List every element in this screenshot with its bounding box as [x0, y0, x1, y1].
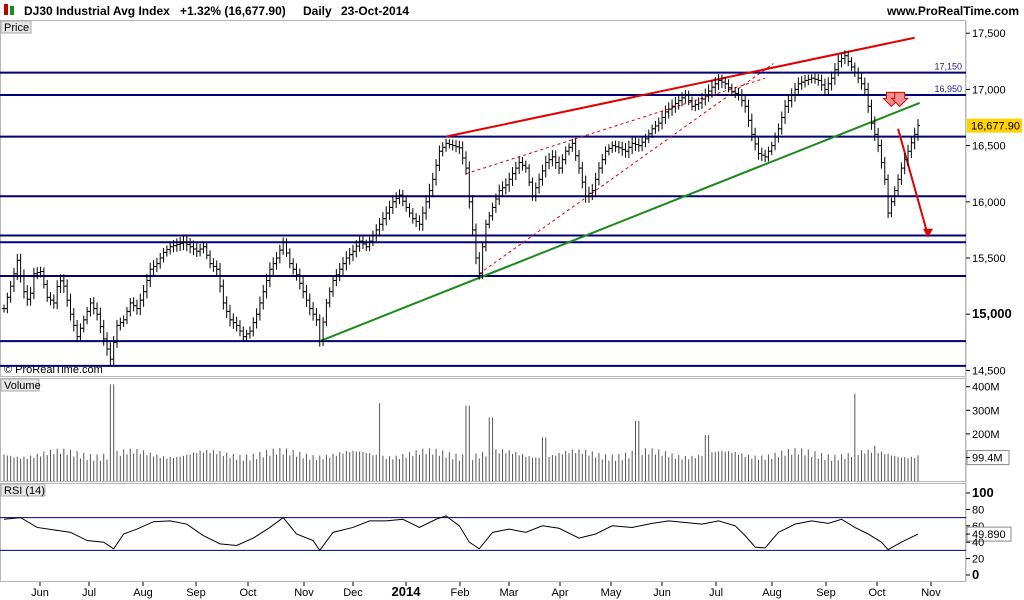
- x-tick-label-17: Nov: [921, 587, 941, 599]
- rsi-line: [3, 515, 919, 552]
- x-tick-label-4: Oct: [239, 587, 256, 599]
- chart-period: Daily: [303, 4, 332, 18]
- rsi-tick-label-5: 20: [972, 554, 984, 566]
- rsi-panel-frame: [0, 483, 966, 582]
- volume-tick-label-1: 300M: [972, 405, 1000, 417]
- price-change: +1.32% (16,677.90): [180, 4, 286, 18]
- channel-dashed-line-1: [478, 63, 774, 275]
- resistance-trendline: [445, 36, 915, 138]
- level-label-1: 16,950: [934, 84, 962, 94]
- candlestick-icon: [4, 4, 8, 15]
- volume-tick-label-0: 400M: [972, 382, 1000, 394]
- instrument-name: DJ30 Industrial Avg Index: [24, 4, 170, 18]
- x-tick-label-7: 2014: [392, 584, 422, 599]
- rsi-tick-label-1: 80: [972, 504, 984, 516]
- volume-panel-label: Volume: [4, 380, 41, 392]
- price-tick-label-2: 16,500: [972, 141, 1006, 153]
- x-tick-label-2: Aug: [133, 587, 153, 599]
- x-tick-label-1: Jul: [82, 587, 96, 599]
- x-tick-label-16: Oct: [868, 587, 885, 599]
- channel-dashed-line-2: [465, 77, 766, 175]
- price-tick-label-3: 16,000: [972, 197, 1006, 209]
- volume-panel: [3, 384, 919, 481]
- rsi-tick-label-4: 40: [972, 537, 984, 549]
- last-price-label: 16,677.90: [971, 121, 1020, 133]
- watermark: © ProRealTime.com: [4, 364, 103, 376]
- x-tick-label-0: Jun: [31, 587, 49, 599]
- volume-label-box: [0, 378, 40, 392]
- price-panel-label: Price: [4, 22, 29, 34]
- x-tick-label-10: Apr: [551, 587, 568, 599]
- candlestick-icon-2: [10, 6, 14, 15]
- price-panel: 17,150 16,950: [0, 36, 966, 367]
- x-tick-label-6: Dec: [343, 587, 363, 599]
- down-arrow-icon-1: [890, 91, 909, 108]
- rsi-label-box: [0, 483, 46, 497]
- x-tick-label-13: Jul: [709, 587, 723, 599]
- price-tick-label-0: 17,500: [972, 28, 1006, 40]
- x-tick-label-11: May: [601, 587, 622, 599]
- rsi-tick-label-6: 0: [972, 567, 979, 582]
- level-label-0: 17,150: [934, 62, 962, 72]
- support-trendline: [319, 101, 921, 343]
- price-tick-label-4: 15,500: [972, 253, 1006, 265]
- price-tick-label-1: 17,000: [972, 84, 1006, 96]
- projection-arrow-line: [897, 128, 929, 236]
- rsi-panel-label: RSI (14): [4, 485, 45, 497]
- projection-arrow-head: [922, 228, 933, 238]
- x-tick-label-9: Mar: [500, 587, 519, 599]
- last-price-box: [967, 118, 1022, 133]
- header-bar: [0, 0, 1024, 20]
- rsi-panel: [0, 515, 966, 552]
- volume-tick-label-3: 99.4M: [972, 453, 1003, 465]
- x-tick-label-15: Sep: [816, 587, 836, 599]
- x-tick-label-3: Sep: [186, 587, 206, 599]
- x-tick-label-5: Nov: [294, 587, 314, 599]
- rsi-tick-label-3: 49.890: [972, 529, 1006, 541]
- rsi-tick-label-0: 100: [972, 485, 994, 500]
- x-tick-label-12: Jun: [653, 587, 671, 599]
- x-tick-label-8: Feb: [451, 587, 470, 599]
- app-logo: [4, 4, 14, 15]
- volume-tick-label-2: 200M: [972, 429, 1000, 441]
- site-name[interactable]: www.ProRealTime.com: [886, 4, 1019, 18]
- price-tick-label-6: 14,500: [972, 365, 1006, 377]
- x-tick-label-14: Aug: [762, 587, 782, 599]
- price-panel-frame: [0, 20, 966, 377]
- price-label-box: [0, 20, 32, 34]
- chart-date: 23-Oct-2014: [341, 4, 409, 18]
- axes: 17,500 17,000 16,500 16,000 15,500 15,000 14,5…: [31, 28, 1022, 599]
- price-tick-label-5: 15,000: [972, 306, 1012, 321]
